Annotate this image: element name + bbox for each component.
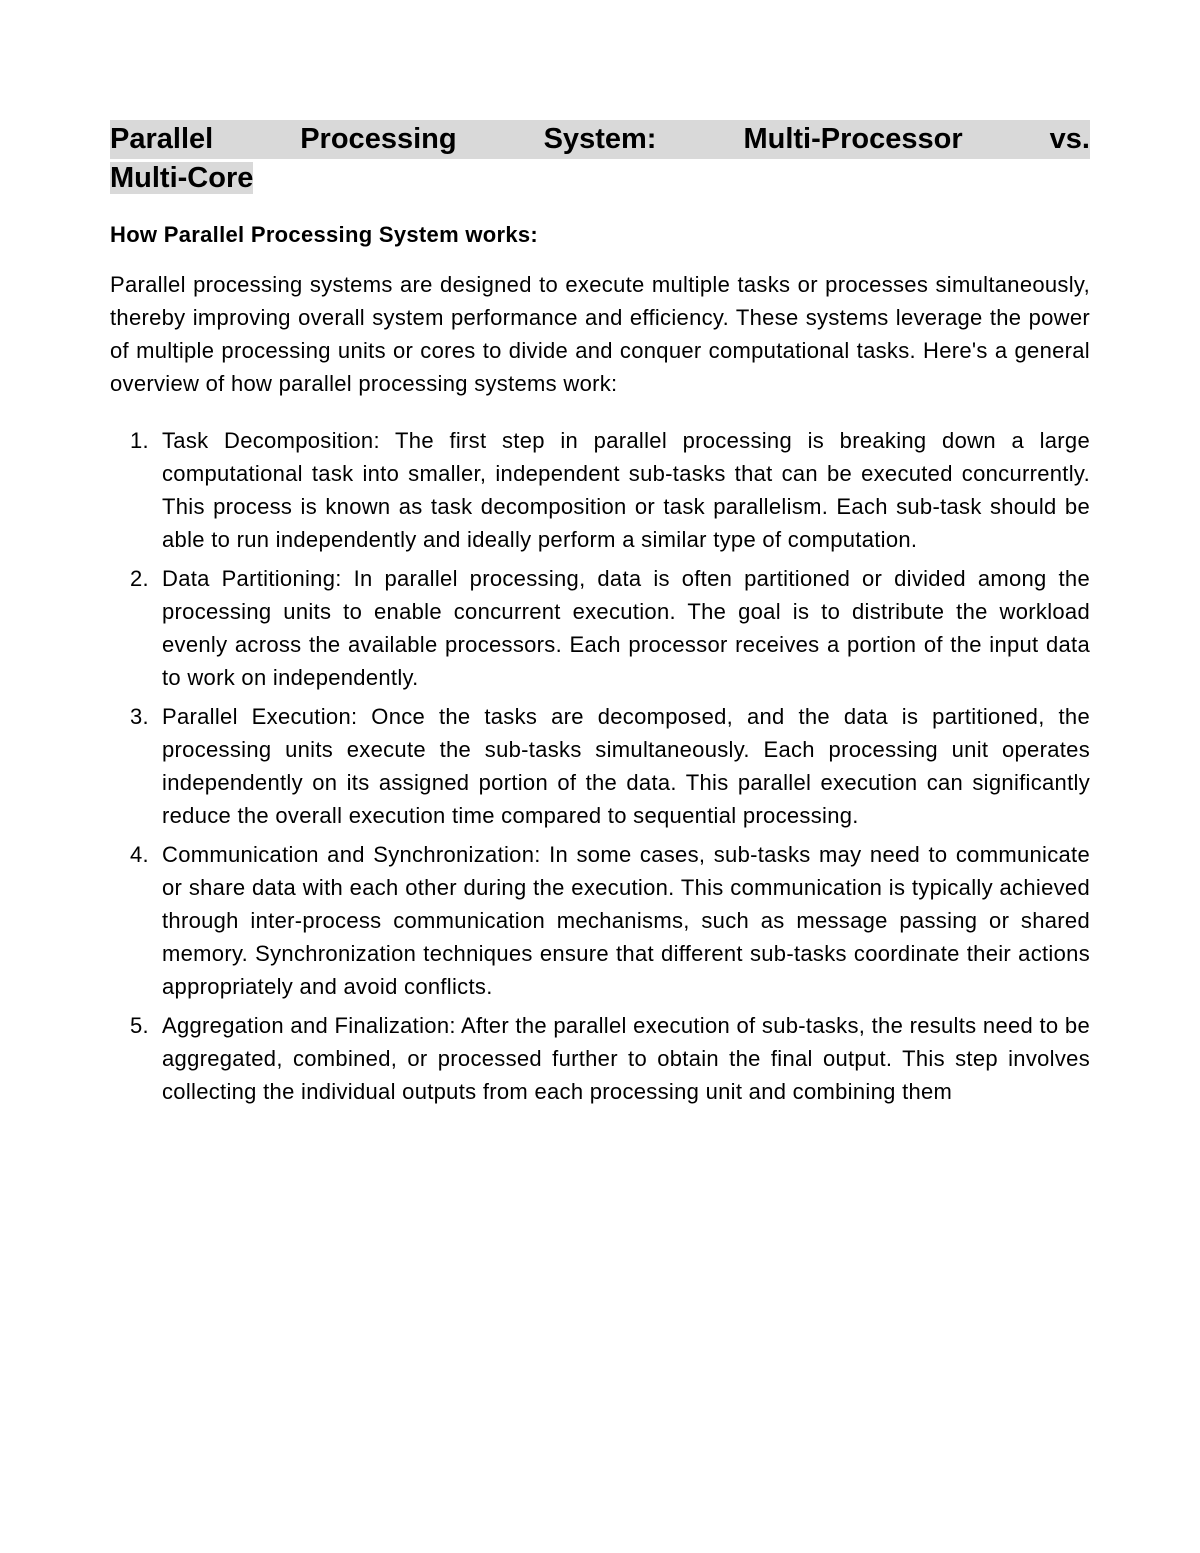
item-title: Communication and Synchronization: [162,842,541,867]
intro-paragraph: Parallel processing systems are designed… [110,268,1090,400]
list-item: Parallel Execution: Once the tasks are d… [162,700,1090,832]
title-line-1-justified: Parallel Processing System: Multi-Proces… [110,120,1090,159]
list-item: Data Partitioning: In parallel processin… [162,562,1090,694]
title-word: Processing [300,120,456,159]
title-line-2: Multi-Core [110,162,253,194]
list-item: Task Decomposition: The first step in pa… [162,424,1090,556]
title-word: Multi-Processor [743,120,962,159]
document-subtitle: How Parallel Processing System works: [110,222,1090,248]
list-item: Communication and Synchronization: In so… [162,838,1090,1003]
title-word: Parallel [110,120,213,159]
title-word: vs. [1050,120,1090,159]
item-title: Aggregation and Finalization: [162,1013,456,1038]
title-line-1: Parallel Processing System: Multi-Proces… [110,120,1090,159]
item-title: Data Partitioning: [162,566,342,591]
item-title: Parallel Execution: [162,704,357,729]
title-word: System: [544,120,657,159]
document-title: Parallel Processing System: Multi-Proces… [110,120,1090,198]
list-item: Aggregation and Finalization: After the … [162,1009,1090,1108]
item-title: Task Decomposition: [162,428,380,453]
numbered-list: Task Decomposition: The first step in pa… [110,424,1090,1108]
